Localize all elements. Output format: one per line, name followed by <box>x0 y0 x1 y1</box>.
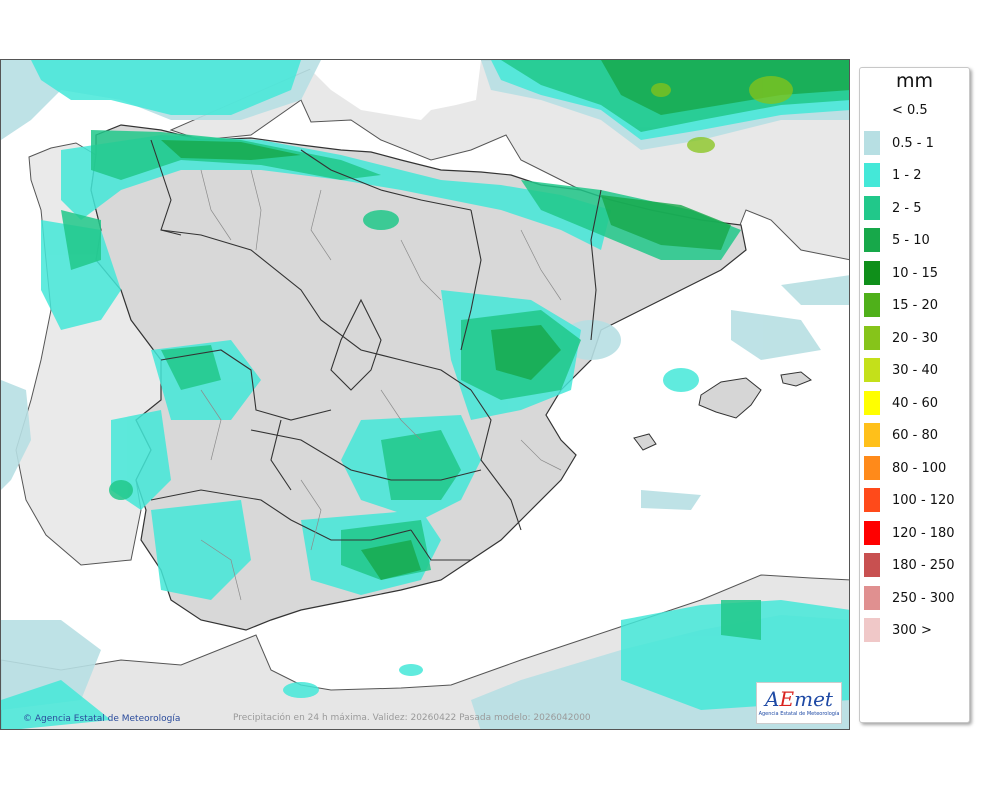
legend-item: 20 - 30 <box>864 325 968 350</box>
legend-item: 0.5 - 1 <box>864 130 968 155</box>
legend-swatch <box>864 423 880 447</box>
legend-item: 80 - 100 <box>864 455 968 480</box>
legend-item: 5 - 10 <box>864 228 968 252</box>
legend-swatch <box>864 488 880 512</box>
legend-swatch <box>864 163 880 187</box>
legend-swatch <box>864 98 880 122</box>
province-borders <box>200 169 562 601</box>
legend-label: 30 - 40 <box>892 363 939 378</box>
legend-unit: mm <box>895 70 934 92</box>
mallorca-island <box>698 377 762 419</box>
legend-item: 120 - 180 <box>864 520 968 545</box>
legend-item: 10 - 15 <box>864 260 968 285</box>
region-borders <box>150 139 602 561</box>
legend-swatch <box>864 325 880 350</box>
legend-swatch <box>864 358 880 382</box>
legend-swatch <box>864 520 880 545</box>
legend-label: 2 - 5 <box>892 200 922 216</box>
legend-label: 60 - 80 <box>892 428 939 443</box>
legend-label: 300 > <box>892 623 932 638</box>
legend-swatch <box>864 455 880 480</box>
legend-item: 30 - 40 <box>864 358 968 382</box>
legend-item: 180 - 250 <box>864 553 968 577</box>
legend-item: < 0.5 <box>864 98 968 122</box>
precipitation-legend: mm < 0.5 0.5 - 1 1 - 2 2 - 5 5 - 10 10 - 15 15… <box>859 67 970 723</box>
precipitation-map[interactable]: © Agencia Estatal de Meteorología Precip… <box>0 59 850 730</box>
legend-swatch <box>864 228 880 252</box>
legend-swatch <box>864 553 880 577</box>
legend-label: 10 - 15 <box>892 265 939 281</box>
legend-swatch <box>864 195 880 220</box>
legend-swatch <box>864 260 880 285</box>
aemet-credit: © Agencia Estatal de Meteorología <box>23 714 180 724</box>
legend-label: 1 - 2 <box>892 168 922 183</box>
map-caption: Precipitación en 24 h máxima. Validez: 2… <box>233 713 591 723</box>
legend-swatch <box>864 130 880 155</box>
legend-item: 1 - 2 <box>864 163 968 187</box>
logo-subtitle: Agencia Estatal de Meteorología <box>758 711 840 717</box>
legend-item: 60 - 80 <box>864 423 968 447</box>
legend-swatch <box>864 390 880 415</box>
ibiza-island <box>633 433 657 451</box>
precip-15-30 <box>651 76 793 153</box>
legend-item: 2 - 5 <box>864 195 968 220</box>
legend-item: 15 - 20 <box>864 293 968 317</box>
legend-swatch <box>864 618 880 642</box>
menorca-island <box>780 371 812 387</box>
legend-label: 20 - 30 <box>892 330 939 346</box>
legend-item: 250 - 300 <box>864 585 968 610</box>
legend-label: 100 - 120 <box>892 493 955 508</box>
legend-label: 15 - 20 <box>892 298 939 313</box>
legend-item: 40 - 60 <box>864 390 968 415</box>
legend-label: 250 - 300 <box>892 590 955 606</box>
legend-item: 100 - 120 <box>864 488 968 512</box>
legend-label: 120 - 180 <box>892 525 955 541</box>
legend-label: 180 - 250 <box>892 558 955 573</box>
map-canvas <box>1 60 849 729</box>
legend-label: 40 - 60 <box>892 395 939 411</box>
precip-5-10 <box>161 60 849 580</box>
aemet-logo: AEmet Agencia Estatal de Meteorología <box>756 682 842 724</box>
legend-label: 0.5 - 1 <box>892 135 934 151</box>
legend-label: 80 - 100 <box>892 460 947 476</box>
legend-swatch <box>864 585 880 610</box>
logo-wordmark: AEmet <box>765 687 833 711</box>
legend-item: 300 > <box>864 618 968 642</box>
credit-text: Agencia Estatal de Meteorología <box>34 714 181 724</box>
legend-label: 5 - 10 <box>892 233 930 248</box>
bay-of-biscay <box>301 60 481 120</box>
copyright-icon: © <box>23 714 32 724</box>
legend-label: < 0.5 <box>892 103 928 118</box>
legend-swatch <box>864 293 880 317</box>
